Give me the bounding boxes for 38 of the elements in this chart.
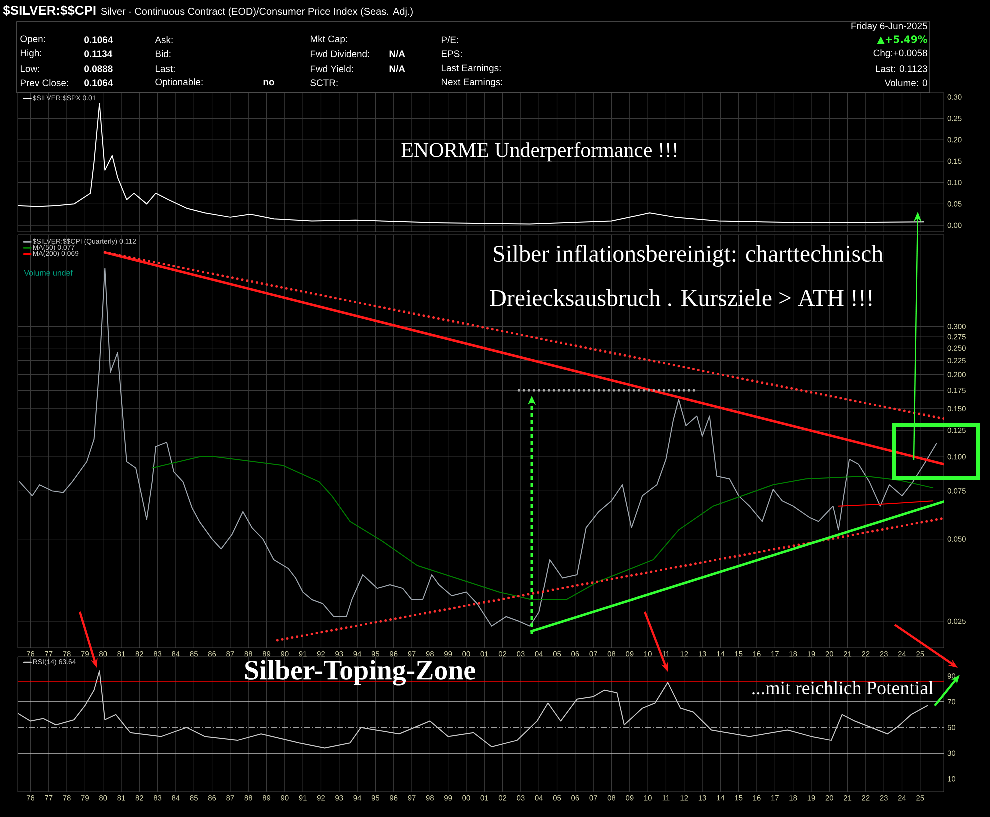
line-series (152, 456, 934, 600)
text: N/A (390, 65, 406, 73)
text: Last Earnings: (442, 64, 501, 74)
text: N/A (390, 50, 406, 58)
text: 0.1064 (84, 36, 114, 44)
text: Friday 6-Jun-2025 (852, 22, 928, 32)
text: EPS: (442, 50, 462, 58)
text: Ask: (155, 36, 173, 44)
text: Optionable: (156, 78, 203, 88)
line-series (18, 103, 925, 225)
annotation: Silber inflationsbereinigt: charttechnisch (494, 244, 884, 267)
text: Last: 0.1123 (876, 66, 928, 72)
text: Low: (20, 66, 40, 72)
text: Mkt Cap: (310, 36, 348, 44)
text: Last: (156, 66, 175, 72)
text: Fwd Yield: (310, 66, 354, 72)
text: Next Earnings: (442, 78, 502, 88)
annotation: ...mit reichlich Potential (752, 681, 934, 695)
text: Volume: 0 (884, 80, 928, 86)
text: High: (20, 50, 42, 58)
text: 0.1064 (84, 80, 114, 86)
text: ▲+5.49% (877, 36, 928, 44)
text: Prev Close: (20, 80, 68, 86)
text: 0.0888 (84, 66, 113, 72)
annotation: ENORME Underperformance !!! (402, 142, 677, 162)
text: Chg:+0.0058 (874, 50, 928, 58)
text: 0.1134 (84, 50, 113, 58)
chart-title: $SILVER:$$CPI (3, 5, 96, 16)
text: SCTR: (310, 80, 338, 86)
annotation: Silber-Toping-Zone (245, 660, 476, 686)
annotation: Dreiecksausbruch . Kursziele > ATH !!! (490, 290, 872, 306)
text: Bid: (156, 50, 171, 58)
line-series (19, 268, 938, 627)
chart-subtitle: Silver - Continuous Contract (EOD)/Consumer Price Index (Seas. Adj.) (101, 8, 413, 18)
text: Fwd Dividend: (310, 50, 370, 58)
text: P/E: (442, 36, 458, 44)
text: Open: (20, 36, 46, 44)
text: no (264, 80, 274, 86)
